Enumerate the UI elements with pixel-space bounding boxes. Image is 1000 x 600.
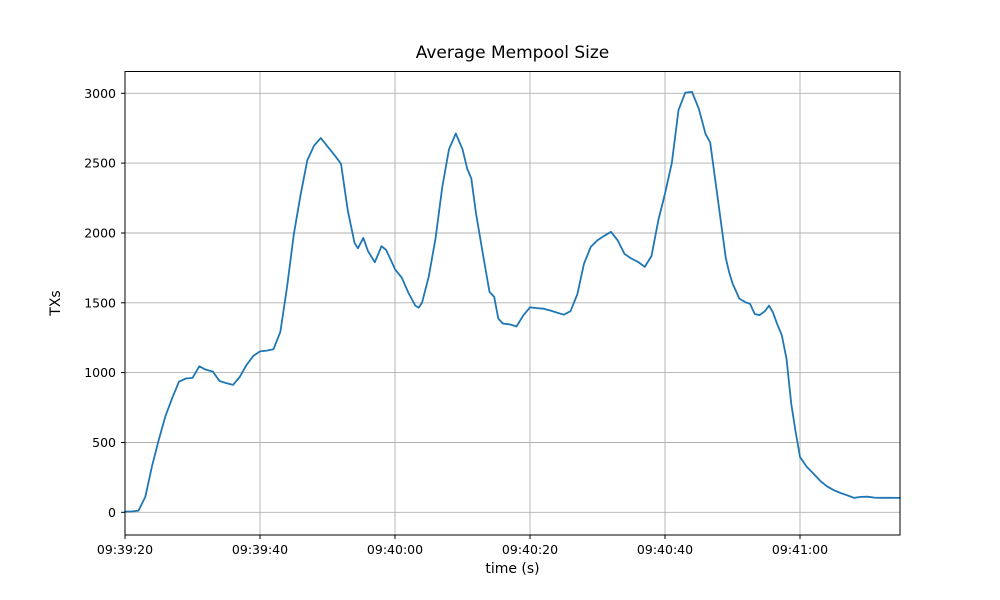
y-tick-label: 1000 bbox=[84, 365, 116, 380]
y-tick-label: 1500 bbox=[84, 295, 116, 310]
x-tick-label: 09:41:00 bbox=[772, 542, 828, 557]
x-tick-label: 09:40:20 bbox=[502, 542, 558, 557]
x-tick-label: 09:39:20 bbox=[97, 542, 153, 557]
x-tick-label: 09:39:40 bbox=[232, 542, 288, 557]
chart-title: Average Mempool Size bbox=[415, 43, 610, 63]
y-axis-label: TXs bbox=[48, 290, 64, 316]
x-axis-label: time (s) bbox=[485, 561, 540, 577]
y-tick-label: 3000 bbox=[84, 86, 116, 101]
x-tick-label: 09:40:00 bbox=[367, 542, 423, 557]
y-tick-label: 0 bbox=[108, 505, 116, 520]
axes-frame bbox=[124, 71, 901, 536]
y-tick-label: 500 bbox=[92, 435, 116, 450]
x-tick-label: 09:40:40 bbox=[637, 542, 693, 557]
data-line bbox=[124, 91, 901, 513]
y-tick-label: 2500 bbox=[84, 156, 116, 171]
y-tick-label: 2000 bbox=[84, 226, 116, 241]
